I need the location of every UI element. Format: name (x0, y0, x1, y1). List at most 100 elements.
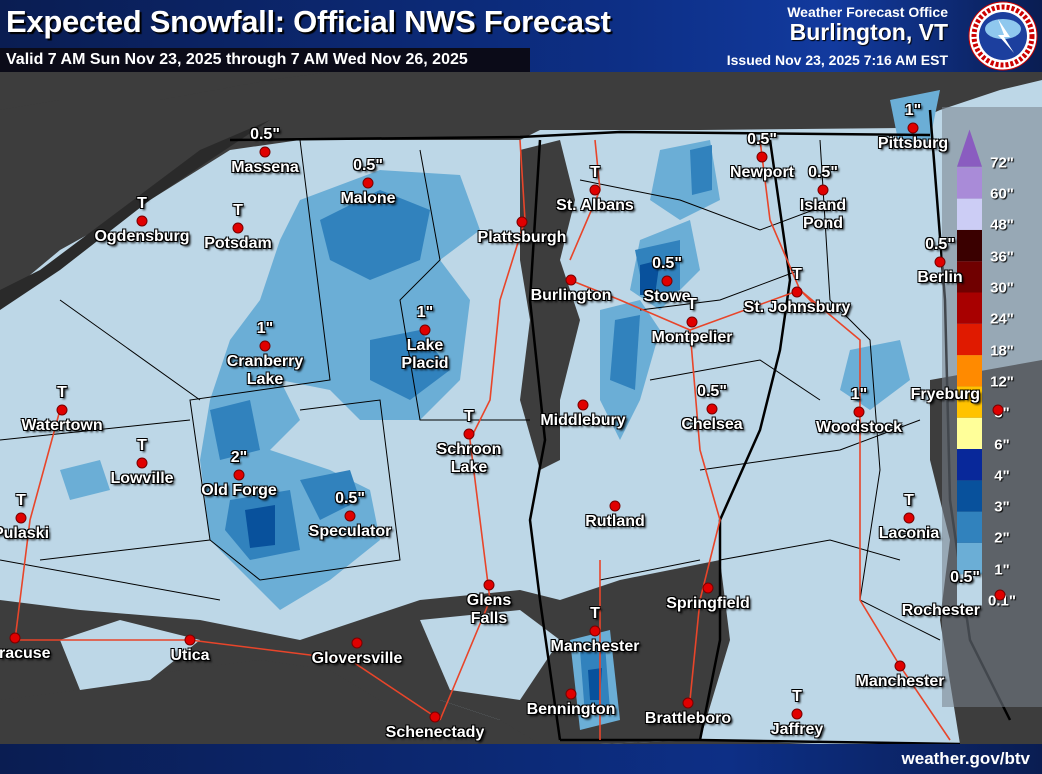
city-dot (565, 688, 577, 700)
city-dot (419, 324, 431, 336)
city-dot (686, 316, 698, 328)
legend-swatch (957, 229, 982, 262)
city-name: Berlin (917, 269, 963, 286)
legend-label: 6" (994, 436, 1010, 453)
city-name: Pittsburg (877, 135, 949, 152)
city-snowfall-value: T (792, 688, 802, 705)
legend-label: 1" (994, 561, 1010, 579)
city-name: Springfield (666, 595, 750, 612)
city-snowfall-value: T (687, 296, 697, 313)
website-link[interactable]: weather.gov/btv (901, 749, 1030, 768)
office-name: Burlington, VT (789, 19, 948, 45)
footer: weather.gov/btv (0, 744, 1042, 774)
city-snowfall-value: 1" (256, 320, 274, 337)
city-dot (463, 428, 475, 440)
city-name: Pulaski (0, 525, 50, 542)
city-dot (589, 625, 601, 637)
city-name: Cranberry Lake (226, 353, 304, 388)
city-dot (894, 660, 906, 672)
city-dot (483, 579, 495, 591)
city-dot (609, 500, 621, 512)
city-name: Lowville (110, 470, 174, 487)
city-name: Montpelier (651, 329, 733, 346)
city-snowfall-value: T (590, 164, 600, 181)
legend-label: 72" (990, 154, 1014, 172)
city-dot (817, 184, 829, 196)
city-dot (259, 340, 271, 352)
city-dot (702, 582, 714, 594)
city-name: Old Forge (201, 482, 277, 499)
legend-label: 24" (990, 310, 1014, 328)
city-dot (853, 406, 865, 418)
snow-area-3-4in (245, 260, 660, 700)
city-name: Newport (730, 164, 794, 181)
city-dot (907, 122, 919, 134)
city-name: Bennington (526, 701, 616, 718)
city-name: Manchester (550, 638, 640, 655)
city-dot (661, 275, 673, 287)
city-name: Schenectady (385, 724, 485, 741)
city-dot (756, 151, 768, 163)
city-name: St. Johnsbury (743, 299, 851, 316)
city-dot (351, 637, 363, 649)
legend-swatch (957, 511, 982, 543)
city-name: Massena (231, 159, 299, 176)
city-dot (903, 512, 915, 524)
city-snowfall-value: 0.5" (353, 157, 383, 174)
city-name: Gloversville (311, 650, 403, 667)
city-dot (259, 146, 271, 158)
legend-label: 48" (990, 216, 1014, 234)
city-name: Fryeburg (910, 386, 980, 403)
city-snowfall-value: T (590, 605, 600, 622)
city-name: Stowe (643, 288, 691, 305)
legend-swatch (957, 261, 982, 293)
city-dot (232, 222, 244, 234)
city-snowfall-value: 0.5" (808, 164, 838, 181)
city-dot (706, 403, 718, 415)
city-name: Watertown (21, 417, 103, 434)
city-snowfall-value: T (137, 195, 147, 212)
city-snowfall-value: 0.5" (697, 383, 727, 400)
legend-swatch (957, 129, 982, 167)
city-snowfall-value: 1" (850, 386, 868, 403)
city-dot (56, 404, 68, 416)
city-snowfall-value: 0.5" (925, 236, 955, 253)
city-dot (791, 708, 803, 720)
city-snowfall-value: T (464, 408, 474, 425)
city-name: Lake Placid (401, 337, 449, 372)
city-name: Laconia (878, 525, 940, 542)
city-name: Rutland (585, 513, 645, 530)
legend-label: 4" (994, 467, 1010, 485)
city-name: Plattsburgh (477, 229, 567, 246)
city-dot (934, 256, 946, 268)
city-snowfall-value: 0.5" (747, 131, 777, 148)
city-dot (429, 711, 441, 723)
snowfall-map (0, 72, 1042, 744)
city-snowfall-value: T (792, 266, 802, 283)
legend-swatch (957, 449, 982, 481)
city-dot (344, 510, 356, 522)
city-snowfall-value: 1" (416, 304, 434, 321)
city-snowfall-value: T (904, 492, 914, 509)
city-name: Potsdam (204, 235, 272, 252)
city-name: Chelsea (681, 416, 743, 433)
legend-label: 36" (990, 248, 1014, 266)
city-name: Jaffrey (770, 721, 824, 738)
city-dot (682, 697, 694, 709)
city-name: Brattleboro (644, 710, 732, 727)
city-dot (362, 177, 374, 189)
page-title: Expected Snowfall: Official NWS Forecast (6, 4, 611, 39)
city-dot (992, 404, 1004, 416)
city-dot (994, 589, 1006, 601)
city-snowfall-value: 1" (904, 102, 922, 119)
city-name: Glens Falls (466, 592, 512, 627)
city-name: Speculator (308, 523, 392, 540)
legend-swatch (957, 355, 982, 387)
city-snowfall-value: 0.5" (652, 255, 682, 272)
office-label: Weather Forecast Office (787, 4, 948, 20)
legend-swatch (957, 574, 982, 606)
city-name: Middlebury (540, 412, 626, 429)
city-dot (233, 469, 245, 481)
legend-swatch (957, 198, 982, 230)
legend-swatch (957, 167, 982, 199)
